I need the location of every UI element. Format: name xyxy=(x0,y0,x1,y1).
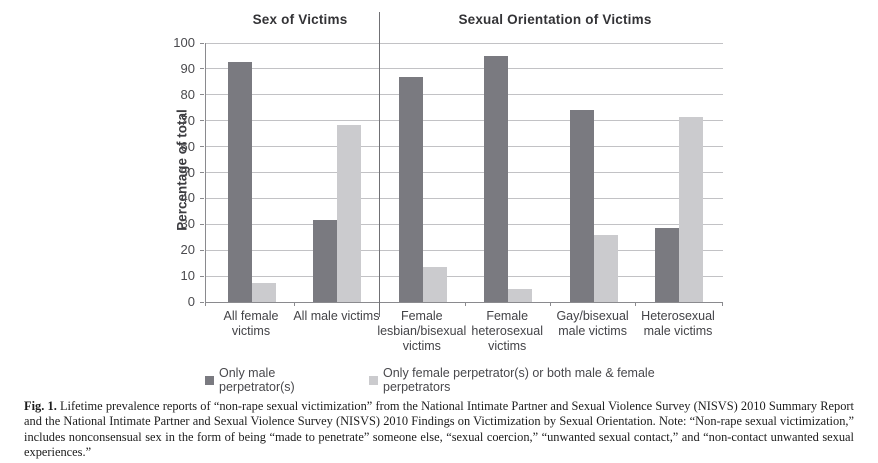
y-tick-mark xyxy=(200,42,204,44)
x-tick-mark xyxy=(722,302,723,306)
y-tick-mark xyxy=(200,146,204,148)
figure-caption: Fig. 1. Lifetime prevalence reports of “… xyxy=(24,399,854,460)
legend-swatch-dark-icon xyxy=(205,375,214,385)
x-category-label: All female victims xyxy=(223,309,279,338)
gridline xyxy=(206,223,723,225)
gridline xyxy=(206,146,723,148)
y-tick-mark xyxy=(200,223,204,225)
y-tick-label: 80 xyxy=(180,86,195,102)
gridline xyxy=(206,68,723,70)
x-category-label: All male victims xyxy=(293,309,380,323)
y-tick-label: 30 xyxy=(180,216,195,232)
plot-area xyxy=(205,42,723,303)
gridline xyxy=(206,94,723,96)
bar-male-only xyxy=(228,62,252,302)
bar-male-only xyxy=(398,76,423,302)
x-tick-mark xyxy=(205,302,206,306)
y-tick-label: 20 xyxy=(180,242,195,258)
figure-caption-text: Lifetime prevalence reports of “non-rape… xyxy=(24,399,854,459)
legend-label: Only male perpetrator(s) xyxy=(219,366,295,394)
section-divider-line xyxy=(379,12,380,317)
gridline xyxy=(206,120,723,122)
x-category-label: Female heterosexual victims xyxy=(471,309,543,353)
bar-male-only xyxy=(655,228,679,302)
y-tick-label: 70 xyxy=(180,112,195,128)
y-tick-label: 60 xyxy=(180,138,195,154)
y-tick-label: 50 xyxy=(180,164,195,180)
bar-female-or-both xyxy=(508,289,533,302)
y-tick-mark xyxy=(200,197,204,199)
bar-female-or-both xyxy=(422,267,447,302)
gridline xyxy=(206,42,723,44)
y-tick-mark xyxy=(200,275,204,277)
x-category-label: Heterosexual male victims xyxy=(641,309,715,338)
x-category-label: Female lesbian/bisexual victims xyxy=(377,309,467,353)
x-tick-mark xyxy=(293,302,295,306)
y-tick-mark xyxy=(200,301,204,303)
y-tick-label: 0 xyxy=(187,294,195,309)
y-tick-label: 40 xyxy=(180,190,195,206)
y-tick-label: 100 xyxy=(173,35,195,50)
bar-female-or-both xyxy=(593,234,618,302)
legend-label: Only female perpetrator(s) or both male … xyxy=(383,366,655,394)
y-tick-mark xyxy=(200,68,204,70)
x-tick-mark xyxy=(464,302,466,306)
legend-item-female-or-both-perpetrators: Only female perpetrator(s) or both male … xyxy=(369,366,722,394)
x-tick-mark xyxy=(549,302,551,306)
y-tick-label: 90 xyxy=(180,60,195,76)
y-tick-mark xyxy=(200,120,204,122)
x-category-label: Gay/bisexual male victims xyxy=(556,309,629,338)
bar-female-or-both xyxy=(679,116,703,302)
section-title-sex-of-victims: Sex of Victims xyxy=(252,12,348,27)
figure-caption-label: Fig. 1. xyxy=(24,399,57,413)
x-tick-mark xyxy=(635,302,637,306)
gridline xyxy=(206,249,723,251)
y-tick-mark xyxy=(200,249,204,251)
y-tick-mark xyxy=(200,172,204,173)
legend-item-male-perpetrators: Only male perpetrator(s) xyxy=(205,366,353,394)
bar-female-or-both xyxy=(337,124,362,302)
y-tick-label: 10 xyxy=(180,268,195,284)
y-tick-mark xyxy=(200,94,204,96)
bar-male-only xyxy=(569,110,594,302)
gridline xyxy=(206,172,723,173)
bar-male-only xyxy=(313,220,338,302)
gridline xyxy=(206,197,723,199)
section-title-sexual-orientation: Sexual Orientation of Victims xyxy=(458,12,652,27)
legend-swatch-light-icon xyxy=(369,375,378,385)
gridline xyxy=(206,275,723,277)
bar-male-only xyxy=(484,55,509,302)
legend: Only male perpetrator(s) Only female per… xyxy=(205,366,722,394)
bar-female-or-both xyxy=(252,282,276,302)
